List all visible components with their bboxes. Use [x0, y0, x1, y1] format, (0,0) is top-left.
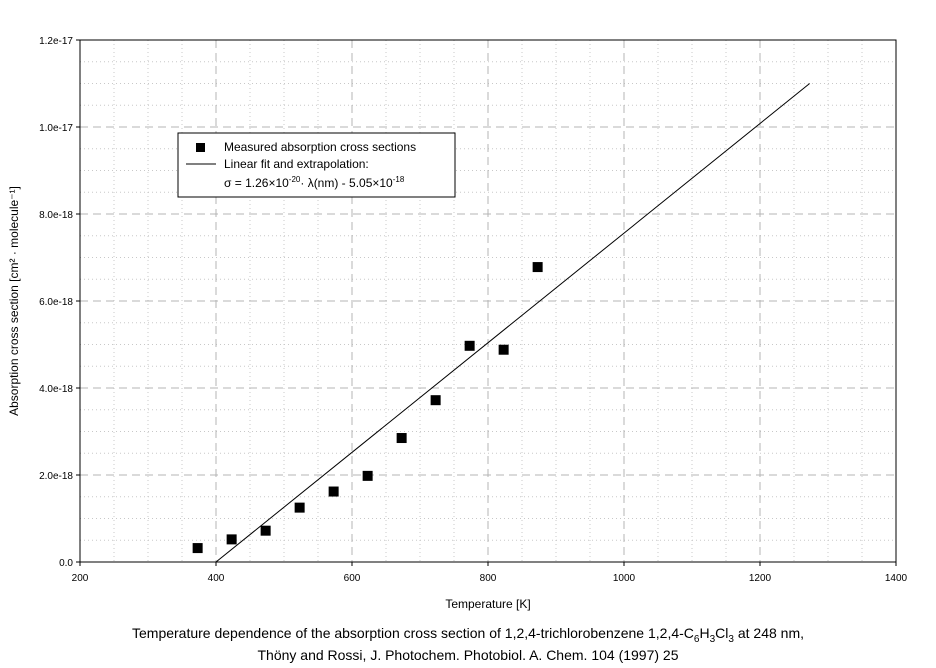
chart: 200 400 600 800 1000 1200 1400 0.0 2.0e-18 4.0e-…: [7, 36, 908, 611]
equation-exponent-1: -20: [289, 175, 301, 184]
legend-label-measured: Measured absorption cross sections: [224, 140, 416, 154]
data-point: [532, 262, 543, 273]
x-tick-label: 800: [480, 573, 497, 584]
data-point: [464, 340, 475, 351]
x-axis-title: Temperature [K]: [445, 597, 530, 611]
figure-caption-line-1: Temperature dependence of the absorption…: [0, 625, 936, 645]
y-tick-label: 1.0e-17: [39, 123, 73, 134]
data-point: [498, 344, 509, 355]
fit-line: [215, 83, 810, 563]
caption-text-a: Temperature dependence of the absorption…: [132, 625, 694, 641]
fit-line-series: [215, 83, 810, 563]
data-point: [396, 433, 407, 444]
data-point: [294, 502, 305, 513]
equation-middle: · λ(nm) - 5.05×10: [300, 176, 393, 190]
y-tick-label: 2.0e-18: [39, 471, 73, 482]
legend-box: [177, 132, 456, 198]
caption-sub-1: 6: [693, 633, 700, 645]
x-tick-label: 1400: [885, 573, 908, 584]
data-point: [226, 534, 237, 545]
data-point: [362, 470, 373, 481]
y-axis-title: Absorption cross section [cm² · molecule…: [7, 186, 21, 416]
x-tick-label: 1200: [749, 573, 772, 584]
major-grid: [80, 40, 896, 562]
caption-text-c: Cl: [715, 625, 729, 641]
equation-exponent-2: -18: [393, 175, 405, 184]
x-tick-label: 400: [208, 573, 225, 584]
x-tick-label: 1000: [613, 573, 636, 584]
data-point: [192, 543, 203, 554]
y-tick-label: 8.0e-18: [39, 210, 73, 221]
legend-marker-square: [196, 143, 205, 152]
caption-text-b: H: [699, 625, 710, 641]
data-point: [260, 525, 271, 536]
caption-sub-3: 3: [728, 633, 734, 645]
x-tick-label: 200: [72, 573, 89, 584]
legend: Measured absorption cross sections Linea…: [177, 132, 456, 198]
caption-citation: Thöny and Rossi, J. Photochem. Photobiol…: [257, 647, 679, 663]
y-tick-label: 1.2e-17: [39, 36, 73, 47]
figure-caption-line-2: Thöny and Rossi, J. Photochem. Photobiol…: [0, 647, 936, 663]
y-axis-ticks: 0.0 2.0e-18 4.0e-18 6.0e-18 8.0e-18 1.0e-17 1.…: [39, 36, 80, 569]
data-point: [430, 395, 441, 406]
x-axis-ticks: 200 400 600 800 1000 1200 1400: [72, 562, 908, 584]
x-tick-label: 600: [344, 573, 361, 584]
measured-points-series: [192, 262, 543, 554]
caption-sub-2: 3: [709, 633, 716, 645]
y-tick-label: 6.0e-18: [39, 297, 73, 308]
y-tick-label: 0.0: [59, 558, 73, 569]
y-tick-label: 4.0e-18: [39, 384, 73, 395]
equation-prefix: σ = 1.26×10: [224, 176, 289, 190]
data-point: [328, 486, 339, 497]
legend-label-fit: Linear fit and extrapolation:: [224, 157, 369, 171]
caption-text-d: at 248 nm,: [733, 625, 804, 641]
legend-fit-equation: σ = 1.26×10-20· λ(nm) - 5.05×10-18: [224, 175, 405, 190]
